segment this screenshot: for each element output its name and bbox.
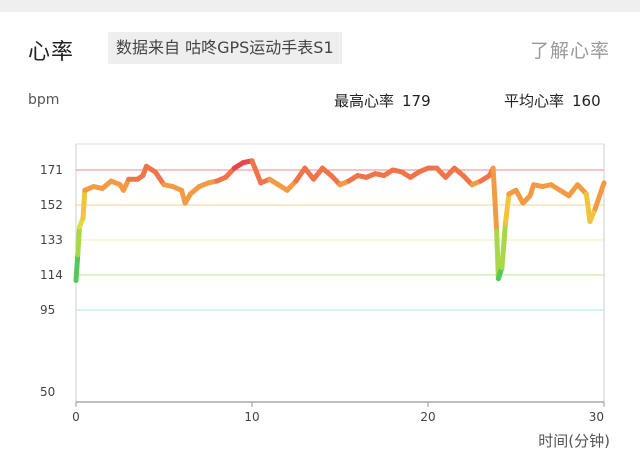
heart-rate-segment — [592, 180, 607, 212]
x-tick-label: 30 — [589, 410, 604, 424]
avg-heart-rate-label: 平均心率 — [504, 92, 565, 110]
heart-rate-segment — [75, 224, 83, 258]
heart-rate-chart: 50 95 114 133 152 171 0 10 20 30 — [40, 143, 607, 424]
heart-rate-segment — [499, 220, 508, 271]
y-tick-label: 152 — [40, 198, 63, 212]
y-tick-label: 171 — [40, 163, 63, 177]
max-heart-rate: 最高心率 179 — [334, 90, 431, 111]
x-tick-label: 0 — [72, 410, 80, 424]
max-heart-rate-value: 179 — [402, 92, 431, 110]
avg-heart-rate-value: 160 — [572, 92, 601, 110]
top-band — [0, 0, 640, 12]
heart-rate-segment — [152, 169, 167, 188]
header: 心率 数据来自 咕咚GPS运动手表S1 了解心率 — [0, 28, 640, 68]
x-tick-label: 10 — [244, 410, 259, 424]
heart-rate-segment — [249, 158, 264, 186]
unit-label: bpm — [28, 92, 60, 108]
heart-rate-segment — [73, 252, 81, 284]
page-title: 心率 — [28, 40, 75, 65]
heart-rate-segment — [490, 165, 500, 234]
data-source-tag: 数据来自 咕咚GPS运动手表S1 — [108, 32, 342, 64]
heart-rate-segment — [494, 228, 501, 282]
x-axis-label: 时间(分钟) — [538, 432, 610, 450]
stats-row: bpm 最高心率 179 平均心率 160 — [0, 90, 640, 112]
avg-heart-rate: 平均心率 160 — [504, 90, 601, 111]
x-tick-label: 20 — [420, 410, 435, 424]
y-tick-label: 114 — [40, 268, 63, 282]
y-tick-label: 50 — [40, 385, 55, 399]
y-tick-label: 133 — [40, 233, 63, 247]
heart-rate-segment — [80, 187, 88, 221]
heart-rate-segment — [502, 191, 512, 226]
y-tick-label: 95 — [40, 303, 55, 317]
max-heart-rate-label: 最高心率 — [334, 92, 395, 110]
learn-heart-rate-link[interactable]: 了解心率 — [529, 40, 610, 62]
